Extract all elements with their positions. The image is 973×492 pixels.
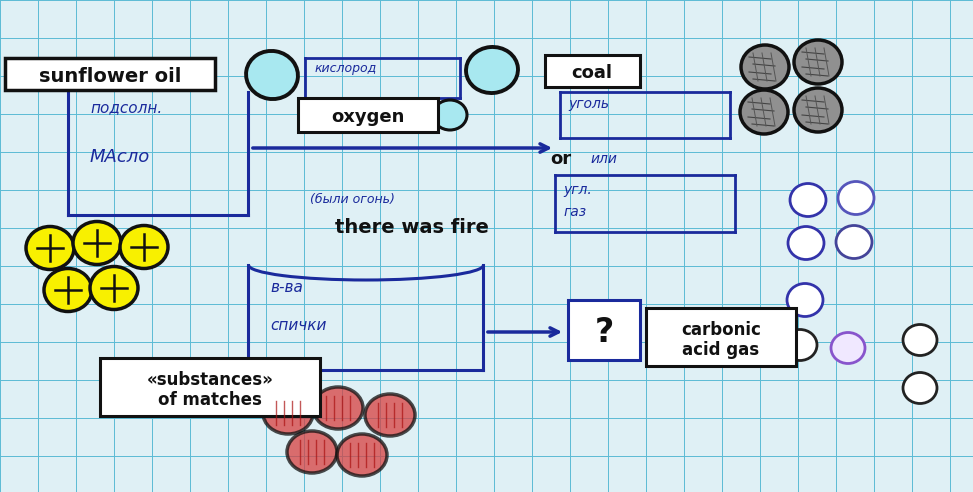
Ellipse shape bbox=[838, 182, 874, 215]
Ellipse shape bbox=[741, 45, 789, 89]
Text: уголь: уголь bbox=[568, 97, 609, 111]
Ellipse shape bbox=[313, 387, 363, 429]
Bar bbox=[646, 308, 796, 366]
Text: спички: спички bbox=[270, 318, 326, 333]
Ellipse shape bbox=[246, 51, 298, 99]
Text: sunflower oil: sunflower oil bbox=[39, 66, 181, 86]
Text: coal: coal bbox=[571, 64, 612, 82]
Text: подсолн.: подсолн. bbox=[90, 100, 162, 115]
Bar bbox=[545, 55, 640, 87]
Text: угл.: угл. bbox=[563, 183, 592, 197]
Ellipse shape bbox=[120, 225, 168, 269]
Text: carbonic
acid gas: carbonic acid gas bbox=[681, 321, 761, 359]
Text: газ: газ bbox=[563, 205, 586, 219]
Text: or: or bbox=[550, 150, 571, 168]
Ellipse shape bbox=[73, 221, 121, 265]
Bar bbox=[298, 98, 438, 132]
Ellipse shape bbox=[787, 283, 823, 316]
Ellipse shape bbox=[287, 431, 337, 473]
Text: oxygen: oxygen bbox=[332, 108, 405, 126]
Ellipse shape bbox=[433, 100, 467, 130]
Bar bbox=[568, 300, 640, 360]
Ellipse shape bbox=[466, 47, 518, 93]
Text: ?: ? bbox=[595, 315, 614, 348]
Ellipse shape bbox=[263, 392, 313, 434]
Ellipse shape bbox=[740, 90, 788, 134]
Text: «substances»
of matches: «substances» of matches bbox=[147, 370, 273, 409]
Ellipse shape bbox=[790, 184, 826, 216]
Text: кислород: кислород bbox=[315, 62, 378, 75]
Ellipse shape bbox=[903, 372, 937, 403]
Ellipse shape bbox=[44, 269, 92, 311]
Ellipse shape bbox=[90, 267, 138, 309]
Bar bbox=[5, 58, 215, 90]
Ellipse shape bbox=[831, 333, 865, 364]
Ellipse shape bbox=[365, 394, 415, 436]
Text: в-ва: в-ва bbox=[270, 280, 303, 295]
Ellipse shape bbox=[836, 225, 872, 258]
Text: МАсло: МАсло bbox=[90, 148, 150, 166]
Ellipse shape bbox=[903, 325, 937, 356]
Bar bbox=[100, 358, 320, 416]
Ellipse shape bbox=[26, 226, 74, 270]
Ellipse shape bbox=[788, 226, 824, 259]
Ellipse shape bbox=[783, 330, 817, 361]
Text: или: или bbox=[590, 152, 617, 166]
Ellipse shape bbox=[337, 434, 387, 476]
Ellipse shape bbox=[794, 40, 842, 84]
Text: there was fire: there was fire bbox=[335, 218, 488, 237]
Text: (были огонь): (были огонь) bbox=[310, 193, 395, 206]
Ellipse shape bbox=[794, 88, 842, 132]
